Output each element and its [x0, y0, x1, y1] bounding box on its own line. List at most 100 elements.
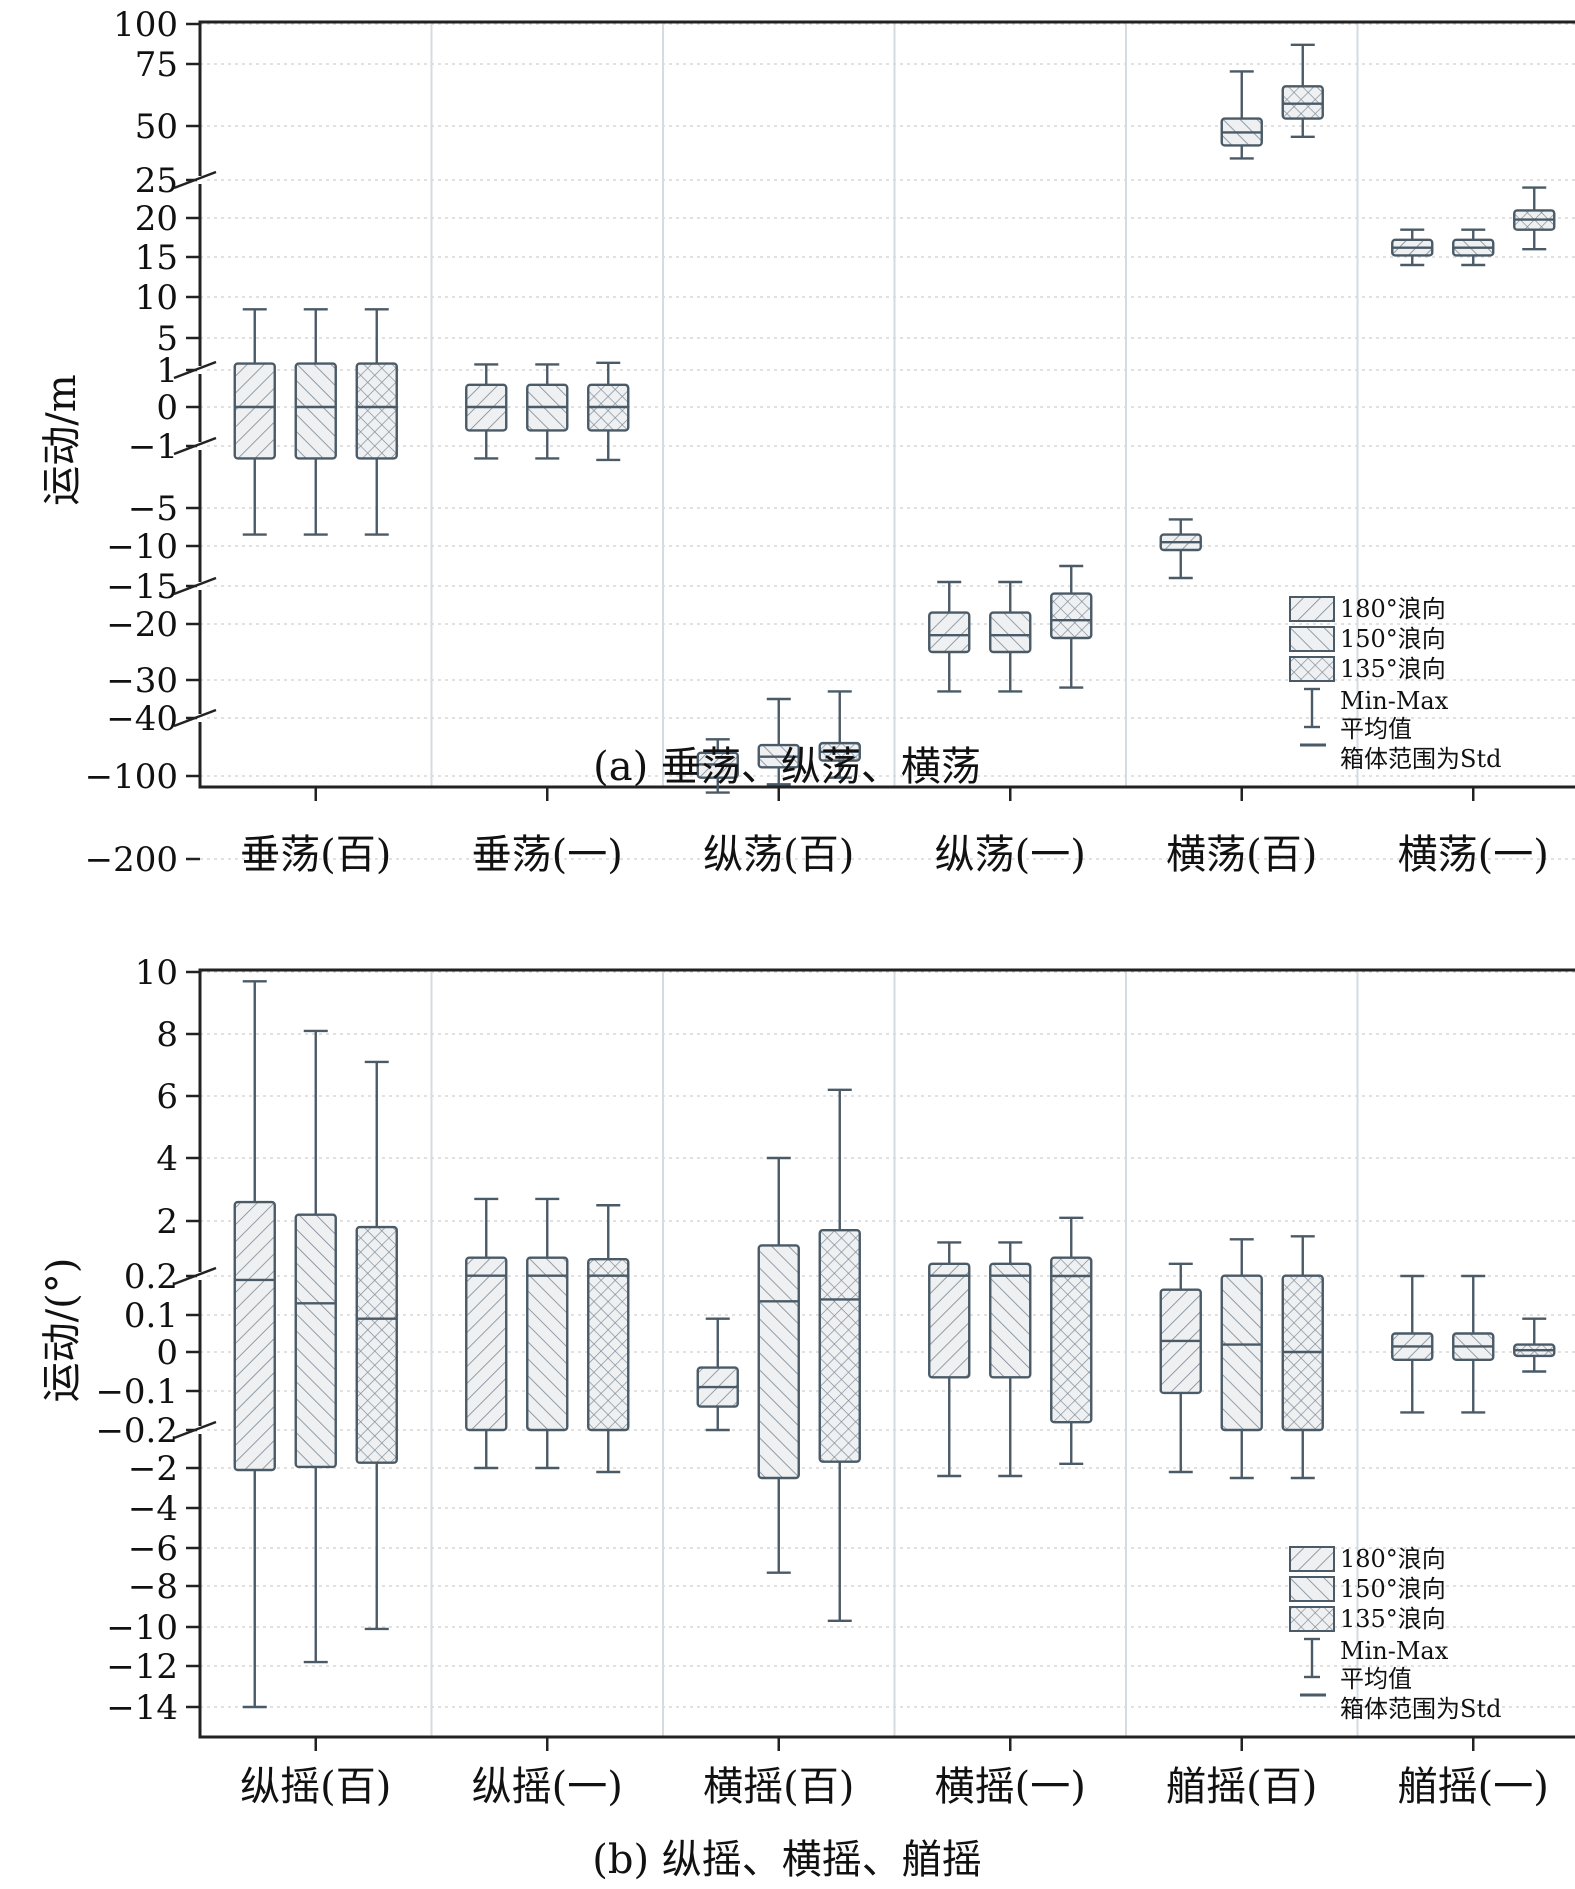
axis-break-gap — [197, 176, 203, 184]
y-tick-label: −40 — [106, 699, 178, 739]
box-plot — [587, 1204, 630, 1474]
box-plot — [1159, 518, 1202, 580]
box-body — [233, 1200, 276, 1472]
y-tick-label: 10 — [135, 953, 178, 993]
caption-b: (b) 纵摇、横摇、艏摇 — [592, 1837, 982, 1883]
y-tick-label: 10 — [135, 278, 178, 318]
x-tick-label: 横荡(百) — [1166, 832, 1317, 878]
y-tick-label: −6 — [128, 1529, 178, 1569]
box-plot — [465, 363, 508, 460]
chart-a: 100755025201510510−1−5−10−15−20−30−40−10… — [39, 5, 1575, 880]
x-tick-label: 艏摇(一) — [1398, 1764, 1549, 1810]
x-tick-label: 横摇(一) — [935, 1764, 1086, 1810]
plot-frame — [198, 968, 1575, 1739]
legend-box-note: 箱体范围为Std — [1340, 1695, 1501, 1723]
y-tick-label: 5 — [156, 319, 178, 359]
y-tick-label: 15 — [135, 238, 178, 278]
box-plot — [928, 580, 971, 693]
box-body — [294, 362, 337, 460]
axis-break-gap — [197, 714, 203, 722]
y-axis-label: 运动/m — [39, 374, 85, 505]
y-tick-label: −100 — [85, 757, 178, 797]
axis-break-mark — [173, 1266, 217, 1286]
x-tick-label: 纵荡(一) — [935, 832, 1086, 878]
box-plot — [989, 580, 1032, 693]
legend-label: 135°浪向 — [1340, 1605, 1446, 1633]
y-tick-label: 100 — [113, 5, 178, 45]
y-tick-label: −30 — [106, 661, 178, 701]
legend-label: 150°浪向 — [1340, 1575, 1446, 1603]
box-plot — [757, 697, 800, 786]
box-body — [526, 1256, 569, 1432]
box-body — [587, 1257, 630, 1432]
caption-a: (a) 垂荡、纵荡、横荡 — [593, 744, 981, 790]
box-body — [1050, 1256, 1093, 1424]
box-plot — [526, 363, 569, 460]
box-body — [818, 1228, 861, 1463]
box-plot — [1050, 564, 1093, 689]
y-tick-label: 75 — [135, 45, 178, 85]
box-plot — [1391, 228, 1434, 267]
y-tick-label: −8 — [128, 1567, 178, 1607]
axis-break-gap — [197, 582, 203, 590]
box-plot — [818, 690, 861, 779]
box-plot — [1391, 1274, 1434, 1414]
axis-break-mark — [173, 708, 217, 728]
x-tick-label: 纵摇(百) — [240, 1764, 391, 1810]
y-tick-label: −1 — [128, 427, 178, 467]
box-plot — [587, 361, 630, 462]
box-plot — [1452, 1274, 1495, 1414]
axis-break-mark — [173, 1420, 217, 1440]
box-plot — [1220, 70, 1263, 160]
legend-mean-label: 平均值 — [1340, 1665, 1412, 1693]
x-tick-label: 艏摇(百) — [1166, 1764, 1317, 1810]
y-tick-label: 50 — [135, 107, 178, 147]
y-tick-label: 25 — [135, 161, 178, 201]
legend-swatch — [1289, 626, 1335, 652]
legend-swatch — [1289, 596, 1335, 622]
axis-break-gap — [197, 442, 203, 450]
y-tick-label: −10 — [106, 527, 178, 567]
axis-break-mark — [173, 170, 217, 190]
box-body — [355, 362, 398, 460]
box-body — [928, 1262, 971, 1379]
box-plot — [928, 1241, 971, 1478]
y-tick-label: −12 — [106, 1647, 178, 1687]
box-body — [294, 1213, 337, 1469]
box-plot — [465, 1197, 508, 1470]
y-tick-label: 0 — [156, 388, 178, 428]
x-tick-label: 横摇(百) — [703, 1764, 854, 1810]
box-plot — [1513, 1317, 1556, 1373]
x-tick-label: 纵荡(百) — [703, 832, 854, 878]
box-body — [355, 1225, 398, 1464]
legend-swatch — [1289, 1576, 1335, 1602]
box-body — [757, 1244, 800, 1480]
y-tick-label: 6 — [156, 1077, 178, 1117]
legend-swatch — [1289, 1546, 1335, 1572]
box-plot — [1281, 1235, 1324, 1480]
box-plot — [233, 980, 276, 1709]
x-tick-label: 纵摇(一) — [472, 1764, 623, 1810]
y-tick-label: −5 — [128, 489, 178, 529]
axis-break-mark — [173, 576, 217, 596]
box-body — [233, 362, 276, 460]
box-plot — [1281, 43, 1324, 139]
plot-frame — [198, 20, 1575, 789]
box-plot — [233, 308, 276, 536]
legend-label: 180°浪向 — [1340, 1545, 1446, 1573]
legend-minmax-label: Min-Max — [1340, 687, 1449, 715]
legend-swatch — [1289, 656, 1335, 682]
box-plot — [355, 1060, 398, 1631]
legend-label: 150°浪向 — [1340, 625, 1446, 653]
box-body — [928, 611, 971, 654]
x-tick-label: 垂荡(百) — [240, 832, 391, 878]
axis-break-gap — [197, 1426, 203, 1434]
box-plot — [818, 1088, 861, 1623]
legend-label: 135°浪向 — [1340, 655, 1446, 683]
box-body — [1281, 85, 1324, 120]
chart-b: 10 8 6 4 2 0.20.10−0.1−0.2−2−4−6−8−10−12−14 纵摇… — [39, 953, 1575, 1810]
legend-minmax-label: Min-Max — [1340, 1637, 1449, 1665]
